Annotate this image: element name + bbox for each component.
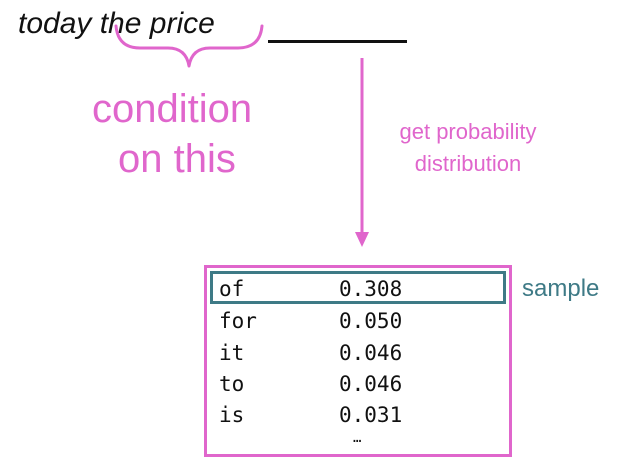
distribution-row: of 0.308: [215, 274, 505, 304]
sampled-row-highlight: [210, 271, 506, 304]
row-word: it: [219, 341, 245, 365]
condition-label-line2: on this: [118, 137, 236, 181]
row-probability: 0.031: [339, 403, 403, 427]
blank-line: [268, 40, 407, 43]
distribution-table: of 0.308 for 0.050 it 0.046 to 0.046 is …: [204, 265, 512, 457]
row-probability: 0.050: [339, 309, 403, 333]
condition-label-line1: condition: [92, 87, 253, 131]
row-word: is: [219, 403, 245, 427]
row-probability: 0.308: [339, 277, 403, 301]
distribution-row: to 0.046: [215, 369, 505, 399]
condition-label: condition on this: [92, 84, 252, 184]
probability-label: get probability distribution: [378, 116, 558, 180]
more-rows-ellipsis: …: [353, 430, 362, 446]
row-word: to: [219, 372, 245, 396]
probability-label-line2: distribution: [414, 151, 522, 176]
distribution-row: is 0.031: [215, 400, 505, 430]
prompt-text: today the price: [18, 7, 215, 40]
row-probability: 0.046: [339, 341, 403, 365]
probability-label-line1: get probability: [399, 119, 537, 144]
distribution-row: for 0.050: [215, 306, 505, 336]
distribution-row: it 0.046: [215, 338, 505, 368]
arrow-head: [355, 232, 369, 247]
sample-label: sample: [522, 275, 600, 302]
row-word: of: [219, 277, 245, 301]
row-word: for: [219, 309, 257, 333]
row-probability: 0.046: [339, 372, 403, 396]
